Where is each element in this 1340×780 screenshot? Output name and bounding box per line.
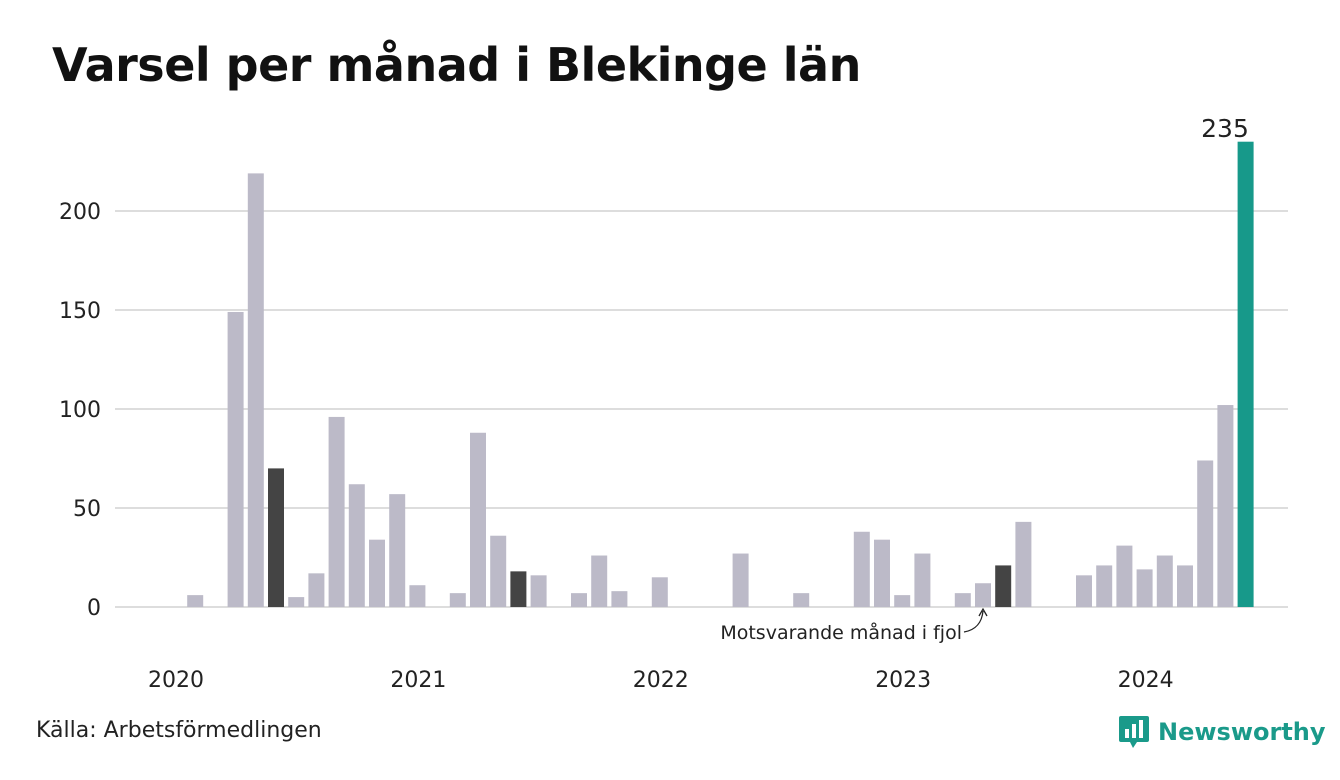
- bar-17: [510, 571, 527, 607]
- bar-8: [328, 416, 345, 607]
- bar-10: [369, 539, 385, 607]
- x-tick-label-2022: 2022: [633, 668, 689, 693]
- bar-15: [470, 432, 486, 607]
- gridlines: [115, 210, 1288, 608]
- bar-49: [1156, 555, 1173, 607]
- bar-36: [894, 595, 911, 607]
- bar-4: [247, 173, 264, 607]
- source-note: Källa: Arbetsförmedlingen: [36, 718, 322, 743]
- bar-39: [954, 593, 971, 607]
- bar-41: [995, 565, 1012, 607]
- bar-34: [853, 531, 870, 607]
- bar-48: [1136, 569, 1153, 607]
- bar-37: [914, 553, 931, 607]
- bar-45: [1076, 575, 1092, 607]
- y-tick-label-0: 0: [87, 596, 101, 621]
- bar-14: [449, 593, 466, 607]
- current-value-label: 235: [1201, 114, 1249, 143]
- y-tick-label-150: 150: [59, 299, 101, 324]
- bar-18: [530, 575, 547, 607]
- bar-51: [1197, 460, 1214, 607]
- y-tick-label-100: 100: [59, 398, 101, 423]
- bar-35: [874, 539, 890, 607]
- bar-22: [611, 591, 628, 607]
- bar-chart-speech-bubble-icon: [1119, 716, 1149, 748]
- x-axis-ticks: 2020 2021 2022 2023 2024: [148, 668, 1174, 693]
- bar-31: [793, 593, 810, 607]
- annotation-group: Motsvarande månad i fjol: [720, 607, 988, 644]
- y-tick-label-50: 50: [73, 497, 101, 522]
- annotation-label: Motsvarande månad i fjol: [720, 621, 962, 644]
- bar-47: [1116, 545, 1133, 607]
- y-tick-label-200: 200: [59, 200, 101, 225]
- annotation-arrow: [963, 610, 984, 633]
- bar-3: [227, 311, 244, 607]
- x-tick-label-2023: 2023: [875, 668, 931, 693]
- bar-5: [268, 468, 284, 607]
- y-axis-ticks: 0 50 100 150 200: [59, 200, 101, 621]
- newsworthy-logo[interactable]: Newsworthy: [1118, 714, 1326, 750]
- bar-46: [1096, 565, 1113, 607]
- bar-12: [409, 585, 426, 607]
- bar-9: [348, 484, 365, 607]
- bar-50: [1177, 565, 1193, 607]
- annotation-arrowhead: [978, 607, 988, 617]
- bar-53: [1237, 141, 1254, 607]
- bar-7: [308, 573, 325, 607]
- bar-24: [651, 577, 668, 607]
- chart-title: Varsel per månad i Blekinge län: [52, 38, 861, 92]
- bar-20: [571, 593, 587, 607]
- bar-52: [1217, 405, 1234, 607]
- bar-chart: 0 50 100 150 200 2020 2021 2022 2023 2024 Motsva…: [59, 114, 1288, 693]
- x-tick-label-2020: 2020: [148, 668, 204, 693]
- bar-1: [187, 595, 204, 607]
- bar-16: [490, 535, 507, 607]
- x-tick-label-2024: 2024: [1118, 668, 1174, 693]
- x-tick-label-2021: 2021: [390, 668, 446, 693]
- bar-42: [1015, 521, 1032, 607]
- bar-6: [288, 597, 305, 607]
- bar-21: [591, 555, 608, 607]
- bars: [187, 141, 1254, 607]
- bar-40: [975, 583, 991, 607]
- bar-11: [389, 494, 406, 607]
- brand-name: Newsworthy: [1158, 718, 1326, 746]
- bar-28: [732, 553, 749, 607]
